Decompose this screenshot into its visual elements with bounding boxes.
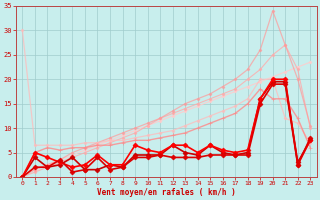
X-axis label: Vent moyen/en rafales ( km/h ): Vent moyen/en rafales ( km/h ) xyxy=(97,188,236,197)
